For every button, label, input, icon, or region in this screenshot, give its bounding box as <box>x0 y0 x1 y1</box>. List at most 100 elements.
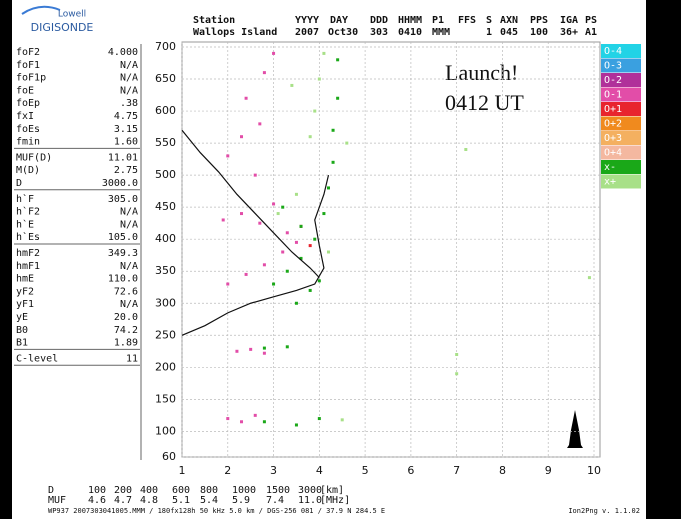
param-name: foE <box>16 85 34 96</box>
param-name: B0 <box>16 325 28 336</box>
header-value: Oct30 <box>328 27 358 38</box>
param-value: 2.75 <box>114 165 138 176</box>
legend-swatch <box>601 58 641 73</box>
x-tick-label: 5 <box>362 464 369 477</box>
param-name: hmF2 <box>16 248 40 259</box>
y-tick-label: 150 <box>155 392 176 405</box>
param-value: N/A <box>120 73 138 84</box>
param-value: 349.3 <box>108 248 138 259</box>
legend-label: O+3 <box>604 133 622 144</box>
legend-swatch <box>601 160 641 174</box>
param-name: fxI <box>16 111 34 122</box>
bottom-cell: 1000 <box>232 485 256 496</box>
echo-point <box>294 192 298 196</box>
header-label: YYYY <box>295 15 319 26</box>
param-value: 74.2 <box>114 325 138 336</box>
bottom-cell: 5.4 <box>200 495 218 506</box>
echo-point <box>317 279 321 283</box>
x-tick-label: 3 <box>270 464 277 477</box>
echo-point <box>299 224 303 228</box>
legend-label: x- <box>604 162 616 173</box>
y-tick-label: 200 <box>155 360 176 373</box>
header-value: 100 <box>530 27 548 38</box>
echo-point <box>226 417 230 421</box>
logo-bottom: DIGISONDE <box>31 21 94 34</box>
bottom-cell: [MHz] <box>320 495 350 506</box>
param-value: 305.0 <box>108 194 138 205</box>
bottom-cell: D <box>48 485 54 496</box>
echo-point <box>226 282 230 286</box>
param-value: 11 <box>126 353 138 364</box>
y-tick-label: 450 <box>155 200 176 213</box>
echo-point <box>455 353 459 356</box>
echo-point <box>313 109 317 113</box>
param-name: yF1 <box>16 299 34 310</box>
echo-point <box>326 186 330 190</box>
echo-point <box>331 160 335 164</box>
echo-point <box>262 351 266 355</box>
echo-point <box>240 212 244 216</box>
header-value: Wallops Island <box>193 27 277 38</box>
header-label: FFS <box>458 15 476 26</box>
legend-swatch <box>601 44 641 58</box>
param-name: foF2 <box>16 47 40 58</box>
param-value: 4.75 <box>114 111 138 122</box>
echo-point <box>317 77 321 81</box>
y-tick-label: 250 <box>155 328 176 341</box>
y-tick-label: 700 <box>155 40 176 53</box>
header-label: PPS <box>530 15 548 26</box>
param-name: h`E <box>16 218 34 230</box>
version: Ion2Png v. 1.1.02 <box>568 507 640 515</box>
bottom-cell: 100 <box>88 485 106 496</box>
trace-line <box>181 129 330 336</box>
bottom-cell: 1500 <box>266 485 290 496</box>
bottom-cell: 11.0 <box>298 495 322 506</box>
logo-swoosh <box>21 5 61 15</box>
param-value: N/A <box>120 85 138 96</box>
echo-point <box>262 263 266 267</box>
legend-label: O-3 <box>604 61 622 72</box>
bottom-cell: 200 <box>114 485 132 496</box>
echo-point <box>308 244 312 248</box>
echo-point <box>313 237 317 241</box>
y-tick-label: 100 <box>155 424 176 437</box>
bottom-cell: 400 <box>140 485 158 496</box>
header-label: S <box>486 15 492 26</box>
param-value: 72.6 <box>114 286 138 297</box>
y-tick-label: 650 <box>155 72 176 85</box>
legend-label: O-1 <box>604 90 622 101</box>
echo-point <box>336 96 340 100</box>
echo-point <box>281 205 285 209</box>
echo-point <box>285 269 289 273</box>
header-label: PS <box>585 15 597 26</box>
y-tick-label: 350 <box>155 264 176 277</box>
param-value: 110.0 <box>108 274 138 285</box>
echo-point <box>340 418 344 422</box>
echo-point <box>322 51 326 55</box>
legend-swatch <box>601 102 641 116</box>
y-tick-label: 550 <box>155 136 176 149</box>
param-value: N/A <box>120 207 138 218</box>
echo-point <box>281 250 285 254</box>
param-value: 11.01 <box>108 152 138 163</box>
echo-point <box>464 148 468 151</box>
param-value: 4.000 <box>108 47 138 58</box>
echo-point <box>322 212 326 216</box>
param-value: 3000.0 <box>102 178 138 189</box>
logo-top: Lowell <box>58 10 86 20</box>
param-value: 3.15 <box>114 124 138 135</box>
echo-point <box>262 346 266 350</box>
echo-point <box>258 122 262 126</box>
echo-point <box>262 420 266 424</box>
header-label: DDD <box>370 15 388 26</box>
echo-point <box>249 347 253 351</box>
param-name: yF2 <box>16 286 34 297</box>
echo-point <box>326 250 330 254</box>
param-name: B1 <box>16 338 28 349</box>
header-label: HHMM <box>398 15 422 26</box>
x-tick-label: 10 <box>587 464 601 477</box>
echo-point <box>221 218 225 222</box>
header-value: 0410 <box>398 27 422 38</box>
echo-point <box>345 141 349 145</box>
bottom-cell: 4.6 <box>88 495 106 506</box>
